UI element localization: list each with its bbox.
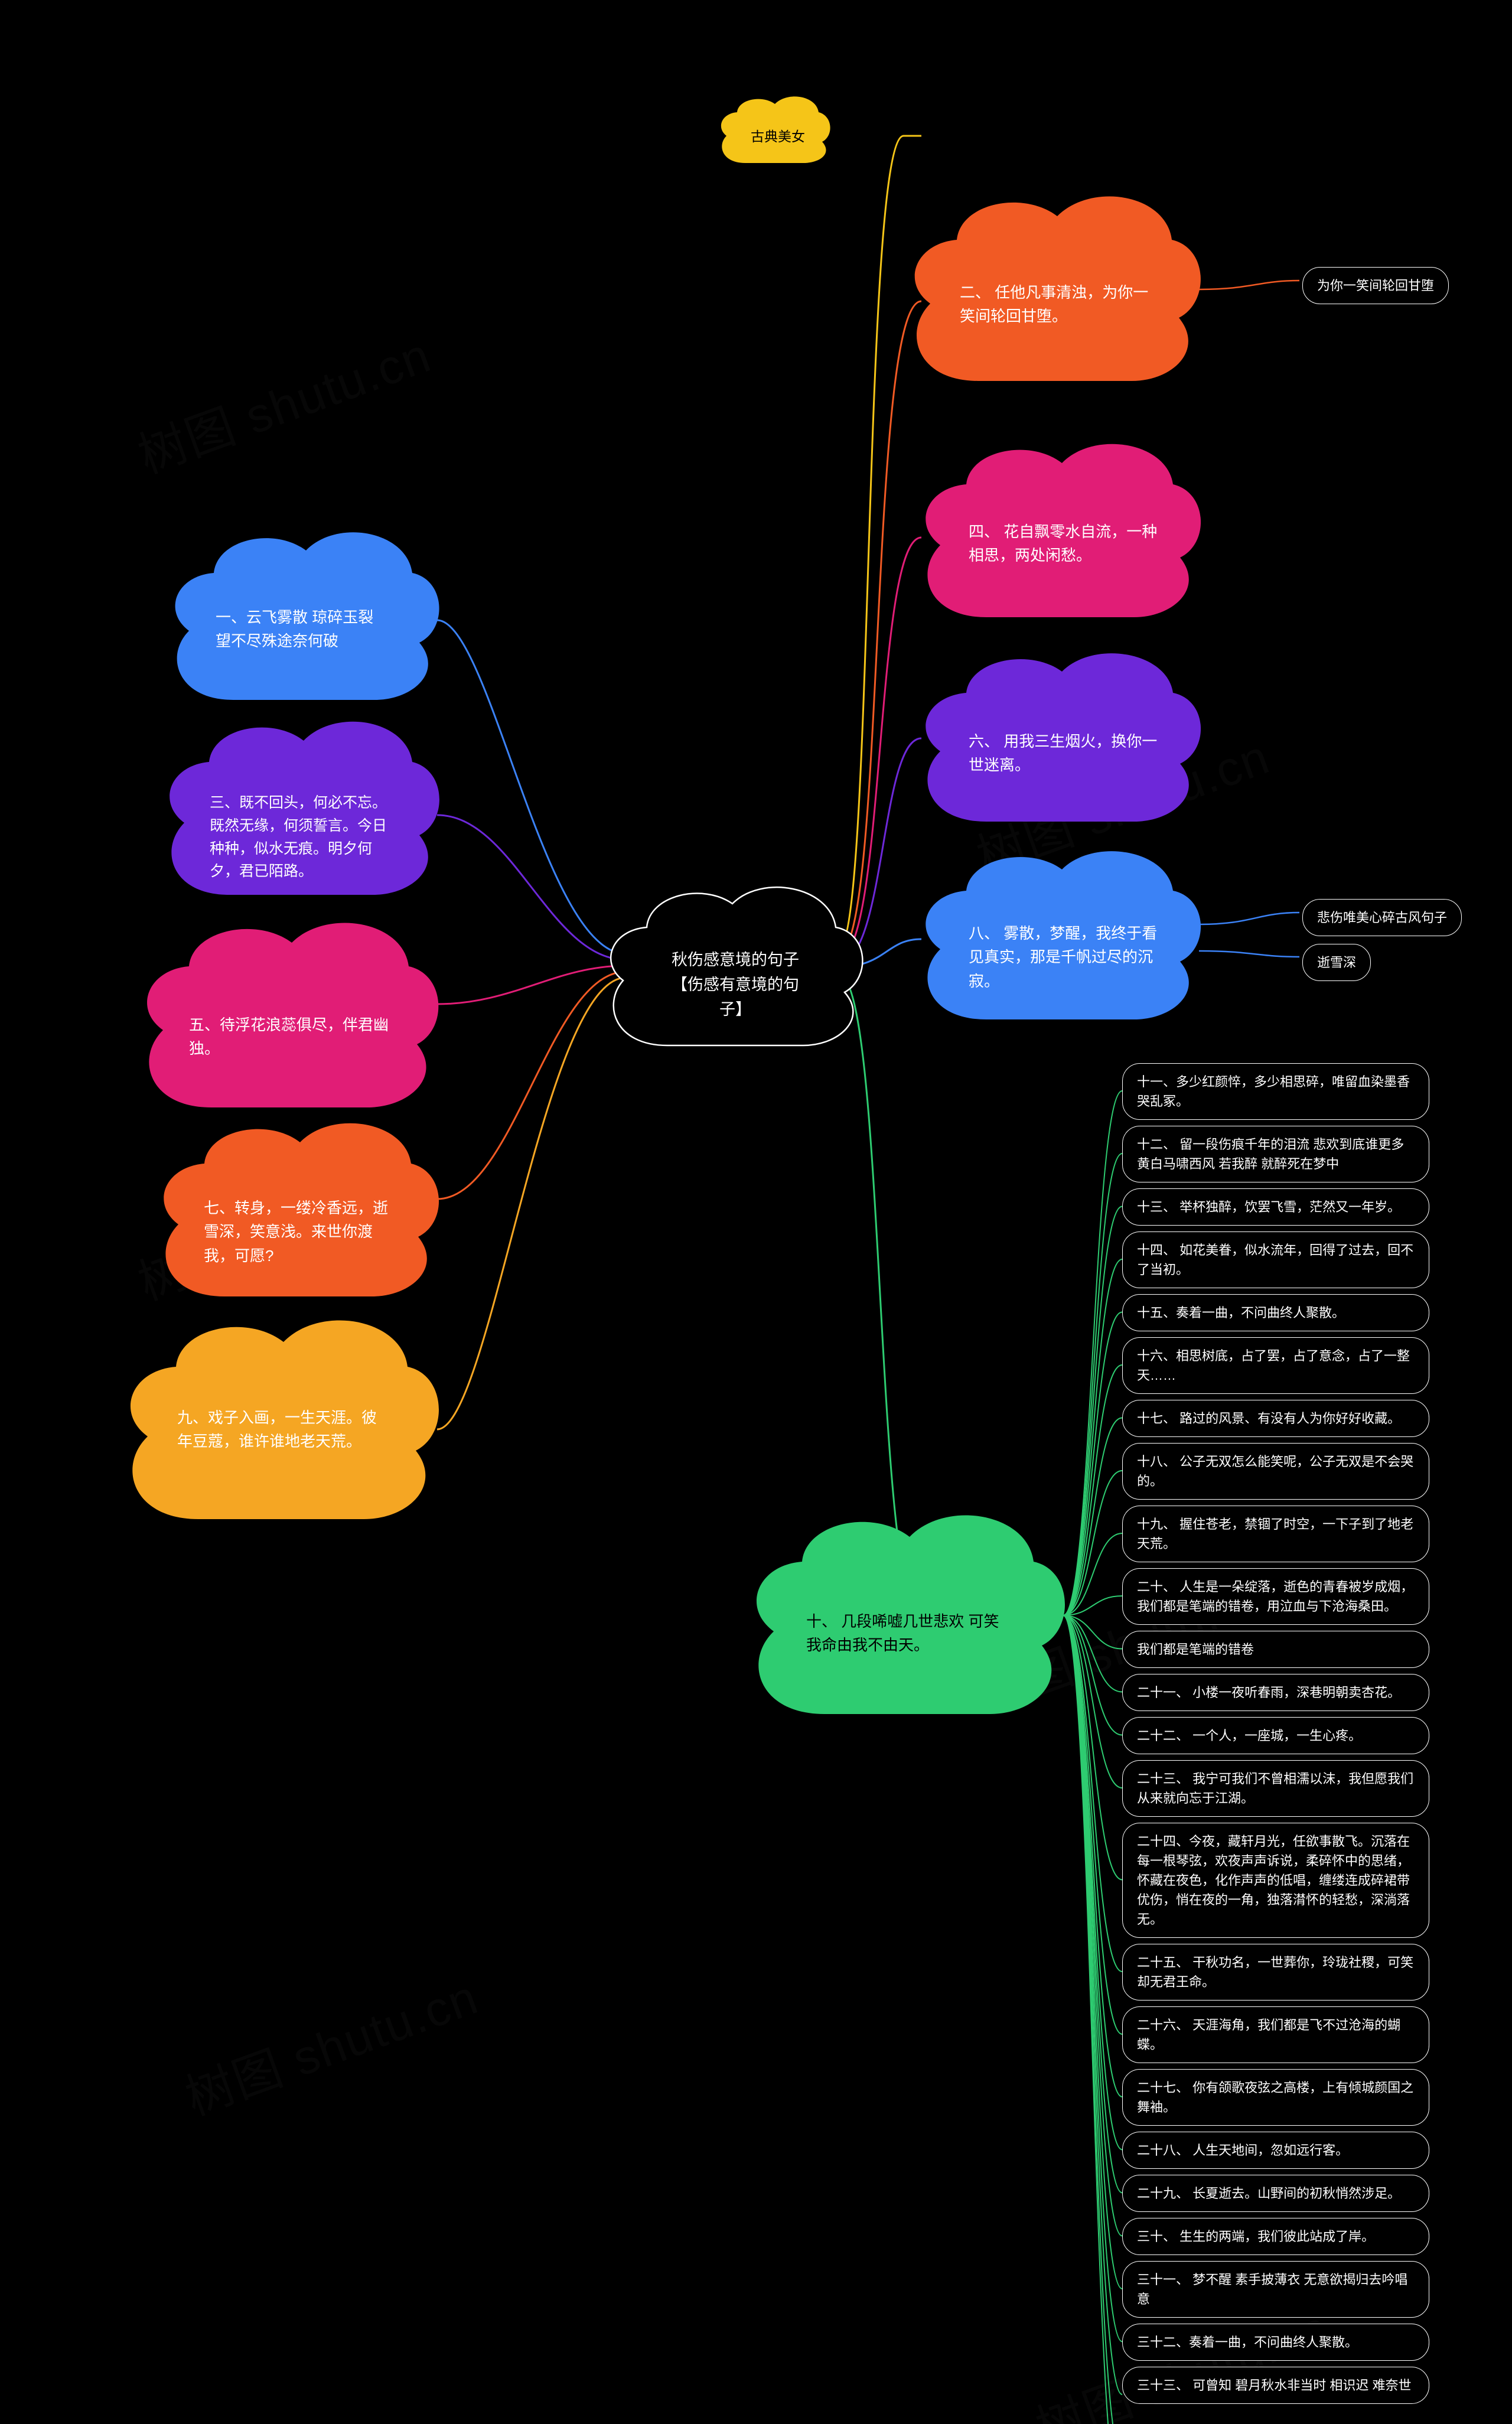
right-node-2-label: 四、 花自飘零水自流，一种相思，两处闲愁。 bbox=[969, 520, 1158, 568]
list-item[interactable]: 十五、奏着一曲，不问曲终人聚散。 bbox=[1122, 1294, 1429, 1331]
list-item[interactable]: 十七、 路过的风景、有没有人为你好好收藏。 bbox=[1122, 1400, 1429, 1437]
watermark: 树图 shutu.cn bbox=[127, 316, 439, 487]
list-item[interactable]: 十四、 如花美眷，似水流年，回得了过去，回不了当初。 bbox=[1122, 1231, 1429, 1288]
bottom-node-label: 十、 几段唏嘘几世悲欢 可笑我命由我不由天。 bbox=[806, 1610, 1007, 1657]
list-item[interactable]: 十八、 公子无双怎么能笑呢，公子无双是不会哭的。 bbox=[1122, 1443, 1429, 1500]
left-node-3-label: 五、待浮花浪蕊俱尽，伴君幽独。 bbox=[189, 1013, 390, 1061]
left-node-4[interactable]: 七、转身，一缕冷香远，逝雪深，笑意浅。来世你渡我，可愿? bbox=[148, 1105, 443, 1311]
right-node-1[interactable]: 二、 任他凡事清浊，为你一笑间轮回甘堕。 bbox=[898, 177, 1205, 396]
list-item[interactable]: 二十五、 干秋功名，一世葬你，玲珑社稷，可笑却无君王命。 bbox=[1122, 1944, 1429, 2001]
list-item[interactable]: 三十、 生生的两端，我们彼此站成了岸。 bbox=[1122, 2218, 1429, 2255]
center-node[interactable]: 秋伤感意境的句子【伤感有意境的句子】 bbox=[597, 868, 868, 1063]
top-node[interactable]: 古典美女 bbox=[715, 89, 833, 168]
bottom-node[interactable]: 十、 几段唏嘘几世悲欢 可笑我命由我不由天。 bbox=[738, 1494, 1069, 1731]
right-node-4[interactable]: 八、 雾散，梦醒，我终于看见真实，那是千帆过尽的沉寂。 bbox=[910, 833, 1205, 1034]
list-item[interactable]: 十九、 握住苍老，禁锢了时空，一下子到了地老天荒。 bbox=[1122, 1506, 1429, 1562]
list-item[interactable]: 十三、 举杯独醉，饮罢飞雪，茫然又一年岁。 bbox=[1122, 1188, 1429, 1226]
center-label: 秋伤感意境的句子【伤感有意境的句子】 bbox=[662, 948, 809, 1022]
right-node-4-label: 八、 雾散，梦醒，我终于看见真实，那是千帆过尽的沉寂。 bbox=[969, 921, 1158, 993]
list-item[interactable]: 二十三、 我宁可我们不曾相濡以沫，我但愿我们从来就向忘于江湖。 bbox=[1122, 1760, 1429, 1817]
list-item[interactable]: 二十二、 一个人，一座城，一生心疼。 bbox=[1122, 1717, 1429, 1754]
list-item[interactable]: 二十八、 人生天地间，忽如远行客。 bbox=[1122, 2132, 1429, 2169]
list-item[interactable]: 三十一、 梦不醒 素手披薄衣 无意欲揭归去吟唱意 bbox=[1122, 2261, 1429, 2318]
right4-sub-pill-2[interactable]: 逝雪深 bbox=[1302, 944, 1371, 981]
right4-sub-pill-1[interactable]: 悲伤唯美心碎古风句子 bbox=[1302, 899, 1462, 936]
list-item[interactable]: 十六、相思树底，占了罢，占了意念，占了一整天…… bbox=[1122, 1337, 1429, 1394]
left-node-1-label: 一、云飞雾散 琼碎玉裂 望不尽殊途奈何破 bbox=[216, 605, 387, 653]
left-node-5-label: 九、戏子入画，一生天涯。彼年豆蔻，谁许谁地老天荒。 bbox=[177, 1406, 384, 1454]
right-node-1-label: 二、 任他凡事清浊，为你一笑间轮回甘堕。 bbox=[960, 281, 1149, 328]
list-item[interactable]: 二十一、 小楼一夜听春雨，深巷明朝卖杏花。 bbox=[1122, 1674, 1429, 1711]
left-node-1[interactable]: 一、云飞雾散 琼碎玉裂 望不尽殊途奈何破 bbox=[159, 514, 443, 715]
list-item[interactable]: 二十六、 天涯海角，我们都是飞不过沧海的蝴蝶。 bbox=[1122, 2006, 1429, 2063]
list-item[interactable]: 十一、多少红颜悴，多少相思碎，唯留血染墨香哭乱冢。 bbox=[1122, 1063, 1429, 1120]
list-item[interactable]: 三十三、 可曾知 碧月秋水非当时 相识迟 难奈世 bbox=[1122, 2367, 1429, 2404]
list-item[interactable]: 二十、 人生是一朵绽落，逝色的青春被岁成烟，我们都是笔端的错卷，用泣血与下沧海桑… bbox=[1122, 1568, 1429, 1625]
mindmap-stage: 树图 shutu.cn 树图 shutu.cn 树图 shutu.cn 树图 s… bbox=[0, 0, 1512, 2424]
right-node-2[interactable]: 四、 花自飘零水自流，一种相思，两处闲愁。 bbox=[910, 425, 1205, 632]
top-node-label: 古典美女 bbox=[745, 126, 810, 148]
right1-sub-pill[interactable]: 为你一笑间轮回甘堕 bbox=[1302, 267, 1449, 304]
list-item[interactable]: 二十七、 你有颌歌夜弦之高楼，上有倾城颜国之舞袖。 bbox=[1122, 2069, 1429, 2126]
list-item[interactable]: 三十二、奏着一曲，不问曲终人聚散。 bbox=[1122, 2324, 1429, 2361]
list-item[interactable]: 我们都是笔端的错卷 bbox=[1122, 1631, 1429, 1668]
list-item[interactable]: 二十九、 长夏逝去。山野间的初秋悄然涉足。 bbox=[1122, 2175, 1429, 2212]
right-node-3-label: 六、 用我三生烟火，换你一世迷离。 bbox=[969, 729, 1158, 777]
watermark: 树图 shutu.cn bbox=[174, 1958, 486, 2129]
left-node-3[interactable]: 五、待浮花浪蕊俱尽，伴君幽独。 bbox=[130, 904, 443, 1122]
list-item[interactable]: 二十四、今夜，藏轩月光，任欲事散飞。沉落在每一根琴弦，欢夜声声诉说，柔碎怀中的思… bbox=[1122, 1823, 1429, 1938]
right-node-3[interactable]: 六、 用我三生烟火，换你一世迷离。 bbox=[910, 635, 1205, 836]
left-node-4-label: 七、转身，一缕冷香远，逝雪深，笑意浅。来世你渡我，可愿? bbox=[204, 1196, 393, 1268]
left-node-2[interactable]: 三、既不回头，何必不忘。既然无缘，何须誓言。今日种种，似水无痕。明夕何夕，君已陌… bbox=[154, 703, 443, 910]
list-item[interactable]: 十二、 留一段伤痕千年的泪流 悲欢到底谁更多黄白马啸西风 若我醉 就醉死在梦中 bbox=[1122, 1126, 1429, 1182]
left-node-5[interactable]: 九、戏子入画，一生天涯。彼年豆蔻，谁许谁地老天荒。 bbox=[112, 1299, 443, 1536]
left-node-2-label: 三、既不回头，何必不忘。既然无缘，何须誓言。今日种种，似水无痕。明夕何夕，君已陌… bbox=[210, 791, 393, 883]
